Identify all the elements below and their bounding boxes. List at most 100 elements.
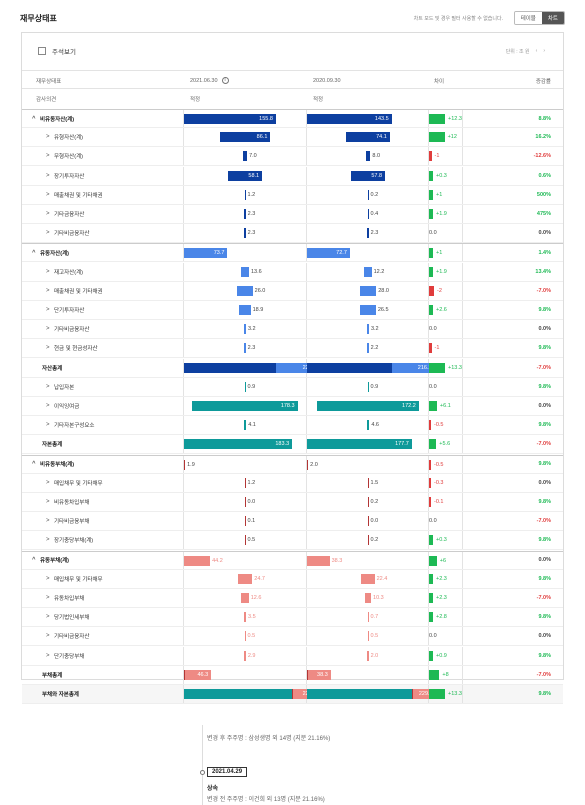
expand-icon[interactable]: > xyxy=(46,307,50,313)
table-row[interactable]: > 장기충당부채(계) 0.5 0.2 +0.3 9.8% xyxy=(22,531,563,551)
table-row[interactable]: ^ 유동부채(계) 44.2 38.3 +6 0.0% xyxy=(22,550,563,570)
expand-icon[interactable]: > xyxy=(46,633,50,640)
collapse-icon[interactable]: ^ xyxy=(32,249,36,256)
diff-bar xyxy=(429,650,433,661)
column-divider xyxy=(306,224,307,243)
diff-bar xyxy=(429,362,445,373)
p1-value-label: 44.2 xyxy=(212,557,223,564)
table-row[interactable]: > 장기투자자산 58.1 57.8 +0.3 0.6% xyxy=(22,166,563,186)
table-row[interactable]: > 당기법인세부채 3.5 0.7 +2.8 9.8% xyxy=(22,608,563,628)
table-row[interactable]: ^ 비유동부채(계) 1.9 2.0 -0.5 9.8% xyxy=(22,454,563,474)
notes-toggle[interactable]: 주석보기 xyxy=(38,46,76,56)
table-row[interactable]: > 매입채무 및 기타채무 24.7 22.4 +2.3 9.8% xyxy=(22,569,563,589)
row-label-text: 자본총계 xyxy=(42,442,63,449)
table-row[interactable]: > 유동차입부채 12.6 10.3 +2.3 -7.0% xyxy=(22,589,563,608)
table-row[interactable]: ^ 비유동자산(계) 155.8 143.5 +12.3 8.8% xyxy=(22,109,563,128)
expand-icon[interactable]: > xyxy=(46,287,50,294)
column-divider xyxy=(183,455,184,473)
table-row[interactable]: > 이익잉여금 178.3 172.2 +6.1 0.0% xyxy=(22,397,563,416)
info-icon[interactable]: i xyxy=(221,77,229,84)
prev-period-button[interactable]: ‹ xyxy=(535,48,538,54)
table-row[interactable]: > 납입자본 0.9 0.9 0.0 9.8% xyxy=(22,377,563,397)
next-period-button[interactable]: › xyxy=(543,48,545,54)
p2-value-label: 0.2 xyxy=(370,537,379,544)
diff-label: 0.0 xyxy=(429,383,437,390)
expand-icon[interactable]: > xyxy=(46,537,50,544)
balance-sheet-panel: 주석보기 단위 : 조 원 ‹ › 재무상태표 2021.06.30 i 202… xyxy=(21,32,564,704)
table-row[interactable]: > 유형자산(계) 86.1 74.1 +12 16.2% xyxy=(22,128,563,148)
row-label-text: 무형자산(계) xyxy=(54,154,83,161)
p2-value-bar xyxy=(307,439,412,450)
column-divider xyxy=(428,665,429,684)
column-divider xyxy=(183,665,184,684)
table-row[interactable]: > 무형자산(계) 7.0 8.0 -1 -12.6% xyxy=(22,147,563,167)
p1-stack-segment xyxy=(185,669,212,680)
expand-icon[interactable]: > xyxy=(46,595,50,601)
expand-icon[interactable]: > xyxy=(46,652,50,659)
column-divider xyxy=(306,493,307,511)
table-row[interactable]: > 단기투자자산 18.9 26.5 +2.6 9.8% xyxy=(22,301,563,320)
table-row[interactable]: > 기타비금융부채 0.1 0.0 0.0 -7.0% xyxy=(22,512,563,532)
column-divider xyxy=(183,531,184,550)
table-row[interactable]: > 매입채무 및 기타채무 1.2 1.5 -0.3 0.0% xyxy=(22,473,563,493)
table-row[interactable]: > 기타자본구성요소 4.1 4.6 -0.5 9.8% xyxy=(22,416,563,436)
expand-icon[interactable]: > xyxy=(46,191,50,198)
p2-value-bar xyxy=(367,189,369,200)
column-divider xyxy=(462,205,463,223)
diff-bar xyxy=(429,132,445,143)
p1-value-label: 3.2 xyxy=(247,326,256,333)
column-divider xyxy=(183,551,184,569)
p1-value-bar xyxy=(219,132,271,143)
row-label: 부채와 자본총계 xyxy=(42,685,79,703)
expand-icon[interactable]: > xyxy=(46,134,50,141)
table-row[interactable]: > 현금 및 현금성자산 2.3 2.2 -1 9.8% xyxy=(22,339,563,359)
change-rate: -12.6% xyxy=(533,153,551,160)
diff-label: +13.3 xyxy=(448,691,462,697)
diff-label: +1 xyxy=(436,191,443,198)
table-view-button[interactable]: 테이블 xyxy=(514,12,542,24)
expand-icon[interactable]: > xyxy=(46,326,50,333)
expand-icon[interactable]: > xyxy=(46,614,50,621)
expand-icon[interactable]: > xyxy=(46,403,50,409)
expand-icon[interactable]: > xyxy=(46,479,50,486)
p1-value-bar xyxy=(184,459,186,470)
column-divider xyxy=(183,224,184,243)
expand-icon[interactable]: > xyxy=(46,383,50,390)
p2-value-label: 0.9 xyxy=(370,383,379,390)
expand-icon[interactable]: > xyxy=(46,268,50,275)
collapse-icon[interactable]: ^ xyxy=(32,115,36,122)
column-divider xyxy=(306,377,307,396)
diff-bar xyxy=(429,689,445,699)
table-row[interactable]: > 재고자산(계) 13.6 12.2 +1.9 13.4% xyxy=(22,262,563,282)
chart-view-button[interactable]: 차트 xyxy=(541,12,564,24)
diff-bar xyxy=(429,573,433,584)
p1-value-bar xyxy=(241,593,249,603)
change-rate: 9.8% xyxy=(538,461,551,468)
table-row[interactable]: > 기타비금융자산 2.3 2.3 0.0 0.0% xyxy=(22,224,563,244)
table-row[interactable]: > 기타비금융자산 3.2 3.2 0.0 0.0% xyxy=(22,320,563,340)
expand-icon[interactable]: > xyxy=(46,172,50,179)
table-row[interactable]: > 비유동차입부채 0.0 0.2 -0.1 9.8% xyxy=(22,493,563,512)
table-row[interactable]: ^ 유동자산(계) 73.7 72.7 +1 1.4% xyxy=(22,243,563,263)
table-row[interactable]: > 기타금융자산 2.3 0.4 +1.9 475% xyxy=(22,205,563,224)
table-row[interactable]: > 기타비금융자산 0.5 0.5 0.0 0.0% xyxy=(22,627,563,647)
expand-icon[interactable]: > xyxy=(46,153,50,160)
expand-icon[interactable]: > xyxy=(46,518,50,525)
p1-value-label: 3.5 xyxy=(248,614,256,621)
collapse-icon[interactable]: ^ xyxy=(32,557,36,564)
table-row[interactable]: > 매출채권 및 기타채권 1.2 0.2 +1 500% xyxy=(22,185,563,205)
p1-value-bar xyxy=(240,266,249,277)
column-divider xyxy=(183,128,184,147)
column-header-row: 재무상태표 2021.06.30 i 2020.09.30 차이 증감률 xyxy=(22,70,563,90)
p2-value-bar xyxy=(367,631,369,642)
expand-icon[interactable]: > xyxy=(46,211,50,217)
table-row[interactable]: > 단기충당부채 2.9 2.0 +0.9 9.8% xyxy=(22,646,563,666)
expand-icon[interactable]: > xyxy=(46,230,50,237)
expand-icon[interactable]: > xyxy=(46,345,50,352)
notes-checkbox[interactable] xyxy=(38,47,46,55)
table-row[interactable]: > 매출채권 및 기타채권 26.0 28.0 -2 -7.0% xyxy=(22,281,563,301)
expand-icon[interactable]: > xyxy=(46,422,50,429)
expand-icon[interactable]: > xyxy=(46,575,50,582)
collapse-icon[interactable]: ^ xyxy=(32,461,36,468)
expand-icon[interactable]: > xyxy=(46,499,50,505)
